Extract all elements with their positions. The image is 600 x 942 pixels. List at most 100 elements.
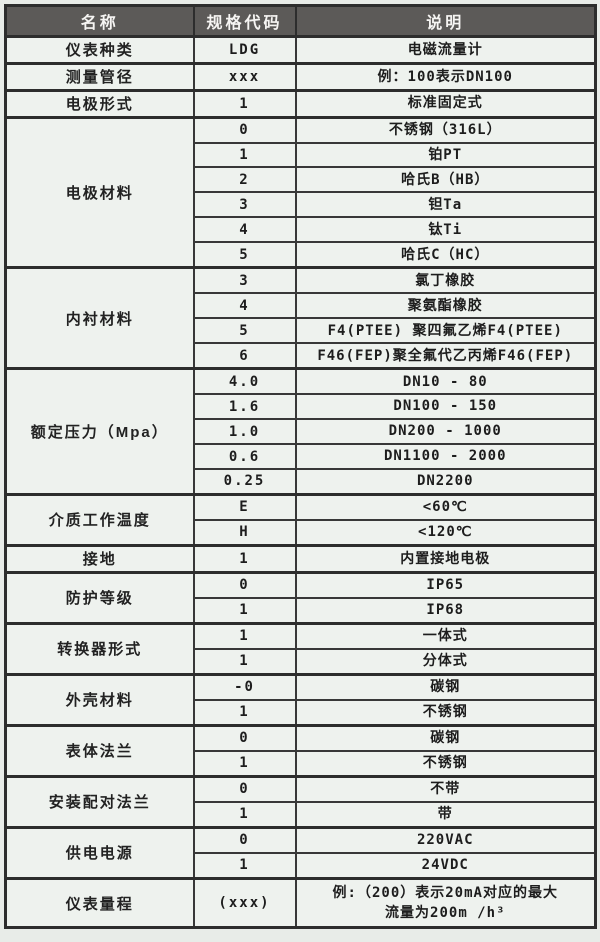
table-row: 防护等级 0 IP65 xyxy=(4,570,597,625)
spec-desc-cell: 一体式 xyxy=(294,621,597,650)
spec-desc-cell: 钽Ta xyxy=(294,191,597,219)
header-row: 名称 规格代码 说明 xyxy=(4,4,597,38)
spec-desc-cell: 碳钢 xyxy=(294,723,597,752)
header-desc: 说明 xyxy=(294,4,597,38)
spec-code-cell: (xxx) xyxy=(192,877,297,929)
group-name-cell: 安装配对法兰 xyxy=(4,774,195,829)
spec-code-cell: 1 xyxy=(192,698,297,727)
table-row: 0.25 DN2200 xyxy=(6,467,597,496)
table-row: 介质工作温度 E <60℃ xyxy=(4,492,597,547)
table-row: 1 不锈钢 xyxy=(6,749,597,778)
group-name-cell: 转换器形式 xyxy=(4,621,195,676)
spec-desc-cell: 氯丁橡胶 xyxy=(294,266,597,295)
table-row: 1.6 DN100 - 150 xyxy=(6,393,597,421)
header-code: 规格代码 xyxy=(192,4,297,38)
group-name-cell: 介质工作温度 xyxy=(4,492,195,547)
spec-code-cell: 0 xyxy=(192,723,297,752)
spec-desc-cell: 例:（200）表示20mA对应的最大 流量为200m /h³ xyxy=(294,877,597,929)
spec-code-cell: 0.6 xyxy=(192,443,297,470)
spec-code-cell: 1 xyxy=(192,543,297,574)
spec-code-cell: 2 xyxy=(192,166,297,194)
table-row: 0.6 DN1100 - 2000 xyxy=(6,443,597,470)
spec-desc-cell: 标准固定式 xyxy=(294,88,597,119)
spec-desc-cell: 220VAC xyxy=(294,825,597,854)
table-row: 4 钛Ti xyxy=(6,216,597,244)
spec-code-cell: 1 xyxy=(192,621,297,650)
spec-desc-cell: DN200 - 1000 xyxy=(294,418,597,446)
spec-code-cell: E xyxy=(192,492,297,521)
table-row: 电极形式 1 标准固定式 xyxy=(4,88,597,119)
spec-code-cell: 1 xyxy=(192,800,297,829)
spec-desc-cell: DN10 - 80 xyxy=(294,367,597,396)
table-row: 内衬材料 3 氯丁橡胶 xyxy=(4,266,597,370)
table-row: 仪表种类 LDG 电磁流量计 xyxy=(4,35,597,65)
spec-code-cell: H xyxy=(192,518,297,547)
spec-code-cell: 1 xyxy=(192,749,297,778)
table-row: 供电电源 0 220VAC xyxy=(4,825,597,880)
spec-code-cell: 0 xyxy=(192,774,297,803)
table-row: 额定压力（Mpa） 4.0 DN10 - 80 xyxy=(4,367,597,496)
table-row: 5 F4(PTEE) 聚四氟乙烯F4(PTEE) xyxy=(6,317,597,345)
spec-code-cell: 1 xyxy=(192,88,297,119)
spec-desc-cell: <60℃ xyxy=(294,492,597,521)
table-row: 1 铂PT xyxy=(6,141,597,169)
group-name-cell: 外壳材料 xyxy=(4,672,195,727)
spec-desc-cell: 铂PT xyxy=(294,141,597,169)
spec-code-cell: 5 xyxy=(192,241,297,269)
spec-desc-cell: 不锈钢 xyxy=(294,698,597,727)
spec-code-cell: 4.0 xyxy=(192,367,297,396)
spec-code-cell: xxx xyxy=(192,61,297,92)
spec-code-cell: 0 xyxy=(192,825,297,854)
header-name: 名称 xyxy=(4,4,195,38)
spec-code-cell: LDG xyxy=(192,35,297,65)
group-name-cell: 供电电源 xyxy=(4,825,195,880)
spec-code-cell: 1 xyxy=(192,647,297,676)
spec-code-cell: 0.25 xyxy=(192,467,297,496)
spec-desc-cell: 哈氏B（HB） xyxy=(294,166,597,194)
table-row: 3 钽Ta xyxy=(6,191,597,219)
spec-desc-cell: 24VDC xyxy=(294,851,597,880)
spec-code-cell: 1 xyxy=(192,141,297,169)
group-name-cell: 表体法兰 xyxy=(4,723,195,778)
table-row: 转换器形式 1 一体式 xyxy=(4,621,597,676)
group-name-cell: 电极材料 xyxy=(4,115,195,269)
table-body: 仪表种类 LDG 电磁流量计 测量管径 xxx 例：100表示DN100 电极形式 1 标准固定… xyxy=(4,35,597,929)
table-row: 仪表量程 (xxx) 例:（200）表示20mA对应的最大 流量为200m /h³ xyxy=(4,877,597,929)
spec-desc-cell: DN2200 xyxy=(294,467,597,496)
table-row: 外壳材料 -0 碳钢 xyxy=(4,672,597,727)
spec-desc-cell: 聚氨酯橡胶 xyxy=(294,292,597,320)
table-row: 4 聚氨酯橡胶 xyxy=(6,292,597,320)
spec-code-cell: 5 xyxy=(192,317,297,345)
spec-code-cell: -0 xyxy=(192,672,297,701)
spec-code-cell: 4 xyxy=(192,292,297,320)
table-row: 测量管径 xxx 例：100表示DN100 xyxy=(4,61,597,92)
table-row: 1 24VDC xyxy=(6,851,597,880)
spec-code-cell: 1 xyxy=(192,851,297,880)
spec-desc-cell: DN1100 - 2000 xyxy=(294,443,597,470)
spec-desc-cell: 带 xyxy=(294,800,597,829)
spec-desc-cell: IP65 xyxy=(294,570,597,599)
spec-desc-cell: F4(PTEE) 聚四氟乙烯F4(PTEE) xyxy=(294,317,597,345)
group-name-cell: 仪表量程 xyxy=(4,877,195,929)
spec-code-cell: 1 xyxy=(192,596,297,625)
group-name-cell: 内衬材料 xyxy=(4,266,195,370)
flowmeter-spec-table: 名称 规格代码 说明 仪表种类 LDG 电磁流量计 测量管径 xxx 例：100表示DN1… xyxy=(4,4,597,929)
group-name-cell: 额定压力（Mpa） xyxy=(4,367,195,496)
table-row: 电极材料 0 不锈钢（316L） xyxy=(4,115,597,269)
spec-code-cell: 1.6 xyxy=(192,393,297,421)
spec-desc-cell: DN100 - 150 xyxy=(294,393,597,421)
table-row: 表体法兰 0 碳钢 xyxy=(4,723,597,778)
spec-desc-cell: 分体式 xyxy=(294,647,597,676)
spec-code-cell: 0 xyxy=(192,115,297,144)
spec-desc-cell: 钛Ti xyxy=(294,216,597,244)
table-header: 名称 规格代码 说明 xyxy=(4,4,597,38)
spec-desc-cell: 碳钢 xyxy=(294,672,597,701)
table-row: 1 不锈钢 xyxy=(6,698,597,727)
spec-code-cell: 1.0 xyxy=(192,418,297,446)
table-row: 2 哈氏B（HB） xyxy=(6,166,597,194)
spec-desc-cell: F46(FEP)聚全氟代乙丙烯F46(FEP) xyxy=(294,342,597,370)
table-row: 1.0 DN200 - 1000 xyxy=(6,418,597,446)
spec-desc-cell: <120℃ xyxy=(294,518,597,547)
table-row: 接地 1 内置接地电极 xyxy=(4,543,597,574)
group-name-cell: 接地 xyxy=(4,543,195,574)
